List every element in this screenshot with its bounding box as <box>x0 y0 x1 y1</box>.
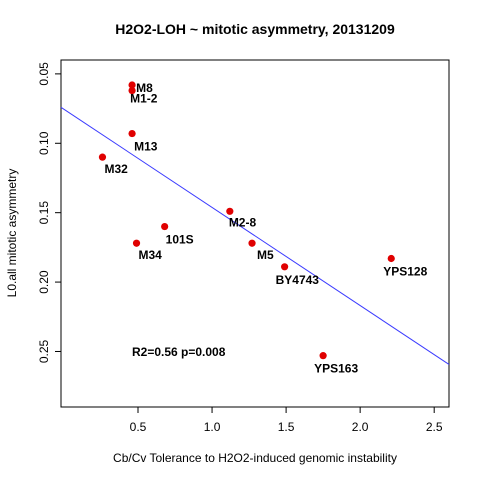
data-point <box>281 263 289 271</box>
point-label: M5 <box>257 248 274 262</box>
y-tick-label: 0.15 <box>37 201 51 225</box>
data-point <box>226 207 234 215</box>
data-point <box>161 222 169 231</box>
point-label: BY4743 <box>276 273 320 287</box>
y-axis: 0.05 0.10 0.15 0.20 0.25 <box>37 62 61 363</box>
x-tick-label: 2.5 <box>426 420 443 434</box>
x-tick-label: 1.5 <box>278 420 295 434</box>
point-label: M2-8 <box>229 215 257 229</box>
data-point <box>248 239 256 247</box>
x-tick-label: 0.5 <box>130 420 147 434</box>
point-label: YPS128 <box>383 264 427 278</box>
data-point <box>98 153 107 161</box>
regression-line <box>60 106 450 365</box>
x-axis-title: Cb/Cv Tolerance to H2O2-induced genomic … <box>113 451 397 465</box>
data-point <box>128 129 136 138</box>
x-axis: 0.5 1.0 1.5 2.0 2.5 <box>130 407 443 434</box>
plot-frame <box>60 59 450 408</box>
point-label: M8 <box>136 81 153 95</box>
point-label: M32 <box>104 162 128 176</box>
y-tick-label: 0.25 <box>37 339 51 363</box>
y-axis-title: L0.all mitotic asymmetry <box>5 169 19 298</box>
x-tick-label: 1.0 <box>204 420 221 434</box>
point-label: YPS163 <box>314 362 358 376</box>
x-tick-label: 2.0 <box>352 420 369 434</box>
data-point <box>319 352 327 360</box>
chart-title: H2O2-LOH ~ mitotic asymmetry, 20131209 <box>115 21 395 37</box>
y-tick-label: 0.05 <box>37 62 51 86</box>
data-point <box>128 81 136 89</box>
points-layer <box>98 81 395 360</box>
point-label: M13 <box>134 140 158 154</box>
point-label: 101S <box>166 233 194 247</box>
data-point <box>387 254 395 263</box>
point-label: M34 <box>139 248 163 262</box>
fit-layer <box>60 106 450 365</box>
y-tick-label: 0.10 <box>37 131 51 155</box>
data-point <box>128 86 136 95</box>
point-label: M1-2 <box>130 92 158 106</box>
fit-statistics-annotation: R2=0.56 p=0.008 <box>132 345 226 359</box>
y-tick-label: 0.20 <box>37 270 51 294</box>
data-point <box>132 239 141 247</box>
